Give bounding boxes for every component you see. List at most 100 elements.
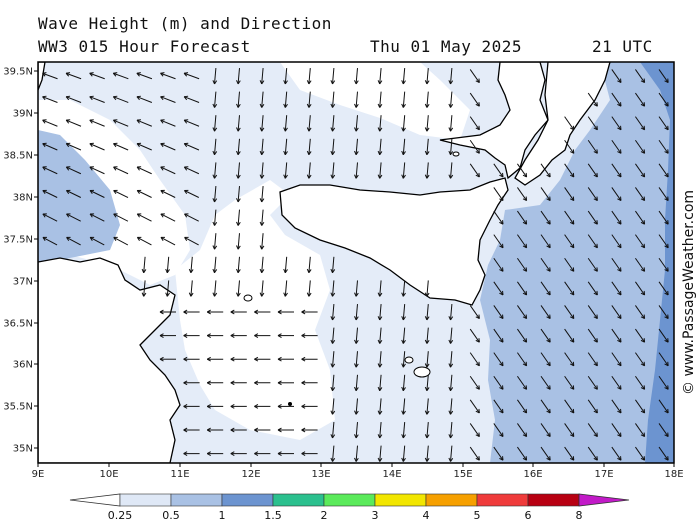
wave-arrow: [611, 399, 622, 414]
wave-arrow: [212, 115, 218, 132]
forecast-date: Thu 01 May 2025: [370, 37, 522, 56]
wave-arrow: [330, 303, 336, 321]
wave-arrow: [658, 163, 669, 178]
wave-arrow: [424, 327, 430, 344]
lon-label: 17E: [594, 469, 613, 480]
wave-arrow: [42, 95, 58, 103]
wave-arrow: [212, 209, 218, 226]
wave-arrow: [517, 375, 528, 390]
wave-arrow: [540, 257, 551, 272]
wave-arrow: [424, 280, 430, 297]
wave-arrow: [377, 280, 383, 297]
wave-arrow: [236, 67, 241, 85]
land-sicily: [279, 177, 509, 306]
wave-arrow: [587, 234, 598, 249]
wave-arrow: [113, 189, 129, 198]
land-sardinia-corner: [38, 62, 46, 91]
wave-arrow: [469, 399, 480, 414]
wave-arrow: [42, 119, 58, 127]
wave-arrow: [517, 305, 528, 320]
wave-arrow: [448, 138, 454, 156]
wave-arrow: [206, 356, 224, 362]
wave-arrow: [564, 234, 575, 249]
wave-arrow: [277, 404, 294, 409]
wave-arrow: [658, 399, 669, 414]
wave-arrow: [658, 139, 669, 154]
wave-arrow: [424, 115, 430, 132]
legend-label: 8: [576, 509, 583, 522]
wave-arrow: [236, 115, 241, 132]
wave-arrow: [611, 210, 622, 225]
wave-arrow: [611, 352, 622, 367]
wave-arrow: [377, 398, 383, 415]
wave-arrow: [277, 380, 294, 386]
wave-arrow: [564, 375, 575, 390]
wave-arrow: [42, 166, 58, 175]
wave-arrow: [206, 404, 224, 409]
lon-label: 16E: [523, 469, 542, 480]
wave-arrow: [611, 328, 622, 343]
wave-arrow: [493, 399, 504, 414]
wave-arrow: [540, 328, 551, 343]
wave-arrow: [401, 374, 406, 392]
wave-arrow: [254, 333, 271, 338]
wave-arrow: [517, 210, 528, 225]
wave-arrow: [354, 421, 359, 439]
wave-arrow: [401, 162, 406, 179]
wave-arrow: [183, 166, 200, 175]
wave-arrow: [377, 91, 383, 108]
wave-arrow: [424, 351, 430, 368]
wave-arrow: [635, 139, 646, 154]
wave-arrow: [136, 213, 152, 222]
wave-arrow: [377, 351, 383, 368]
legend-label: 1.5: [264, 509, 282, 522]
wave-arrow: [283, 138, 288, 156]
wave-arrow: [113, 236, 129, 246]
lat-label: 36.5N: [3, 319, 33, 330]
wave-arrow: [564, 423, 575, 438]
wave-arrow: [448, 351, 454, 368]
wave-arrow: [160, 72, 176, 80]
wave-arrow: [230, 309, 247, 315]
wave-arrow: [469, 116, 480, 131]
wave-arrow: [587, 139, 598, 154]
lon-label: 15E: [453, 469, 472, 480]
wave-arrow: [448, 327, 454, 344]
wave-arrow: [330, 421, 336, 439]
wave-arrow: [160, 142, 176, 151]
wave-arrow: [448, 67, 454, 85]
wave-arrow: [165, 256, 170, 274]
wave-arrow: [283, 115, 288, 132]
wave-arrow: [206, 427, 224, 433]
wave-arrow: [283, 67, 288, 85]
wave-arrow: [540, 234, 551, 249]
wave-arrow: [658, 352, 669, 367]
wave-arrow: [136, 72, 153, 80]
island-gozo: [404, 356, 414, 364]
wave-arrow: [658, 446, 669, 461]
wave-arrow: [377, 374, 383, 392]
wave-arrow: [493, 328, 504, 343]
wave-arrow: [184, 213, 199, 222]
wave-arrow: [206, 333, 224, 338]
wave-arrow: [635, 234, 646, 249]
wave-arrow: [254, 380, 271, 386]
wave-arrow: [236, 138, 241, 156]
wave-arrow: [587, 116, 598, 131]
wave-arrow: [611, 139, 622, 154]
wave-arrow: [330, 91, 336, 108]
wave-arrow: [183, 451, 200, 456]
wave-arrow: [377, 327, 383, 344]
wave-arrow: [254, 451, 271, 456]
wave-arrow: [469, 92, 480, 107]
wave-arrow: [401, 421, 406, 439]
wave-arrow: [330, 280, 336, 297]
lon-label: 18E: [664, 469, 683, 480]
legend-label: 0.25: [108, 509, 133, 522]
wave-arrow: [635, 423, 646, 438]
wave-arrow: [236, 256, 241, 274]
wave-arrow: [65, 119, 82, 127]
wave-arrow: [635, 187, 646, 202]
legend-swatch: [221, 493, 274, 507]
wave-arrow: [424, 91, 430, 108]
